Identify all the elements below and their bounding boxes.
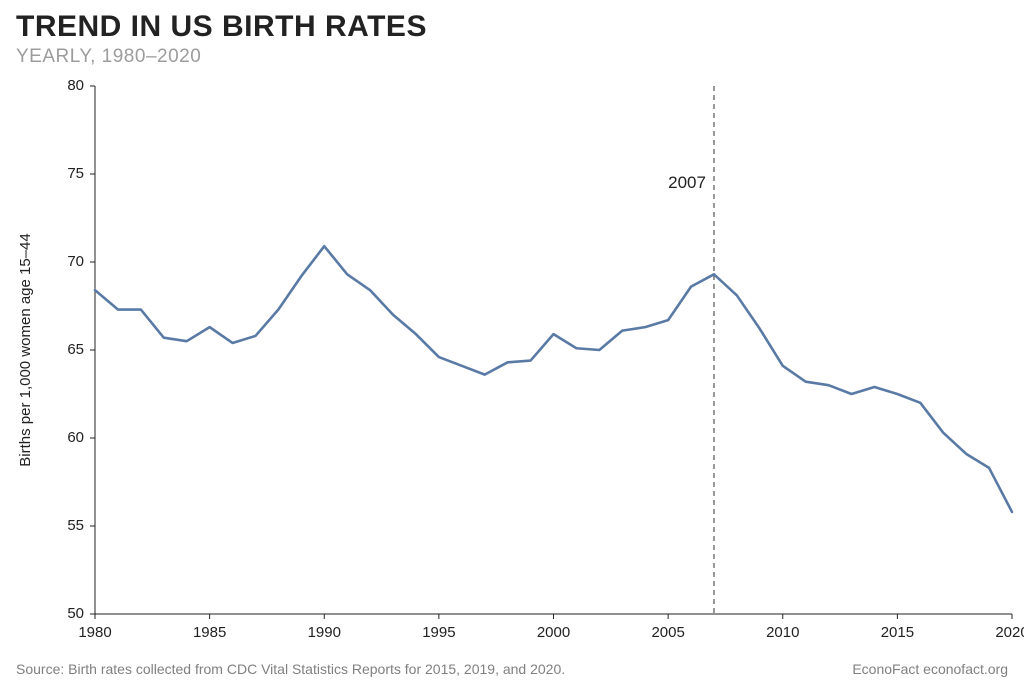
birth-rate-line <box>95 246 1012 512</box>
chart-container: { "title": "TREND IN US BIRTH RATES", "s… <box>0 0 1024 683</box>
svg-text:75: 75 <box>67 165 84 182</box>
svg-text:70: 70 <box>67 253 84 270</box>
chart-subtitle: YEARLY, 1980–2020 <box>16 46 201 68</box>
chart-plot-area: 50 55 60 65 70 75 80 1980 1985 1990 1995 2000 2005 20… <box>0 74 1024 654</box>
svg-text:1990: 1990 <box>308 624 341 641</box>
svg-text:1995: 1995 <box>422 624 455 641</box>
svg-text:1985: 1985 <box>193 624 226 641</box>
y-axis-label: Births per 1,000 women age 15–44 <box>17 233 34 467</box>
svg-text:55: 55 <box>67 517 84 534</box>
line-chart-svg: 50 55 60 65 70 75 80 1980 1985 1990 1995 2000 2005 20… <box>0 74 1024 654</box>
svg-text:2020: 2020 <box>995 624 1024 641</box>
svg-text:2010: 2010 <box>766 624 799 641</box>
svg-text:2000: 2000 <box>537 624 570 641</box>
chart-title: TREND IN US BIRTH RATES <box>16 10 427 44</box>
svg-text:50: 50 <box>67 605 84 622</box>
annotation-label: 2007 <box>668 173 706 192</box>
credit-text: EconoFact econofact.org <box>852 661 1008 677</box>
source-text: Source: Birth rates collected from CDC V… <box>16 661 565 677</box>
svg-text:60: 60 <box>67 429 84 446</box>
svg-text:2015: 2015 <box>881 624 914 641</box>
svg-text:65: 65 <box>67 341 84 358</box>
svg-text:2005: 2005 <box>651 624 684 641</box>
svg-text:80: 80 <box>67 77 84 94</box>
svg-text:1980: 1980 <box>78 624 111 641</box>
